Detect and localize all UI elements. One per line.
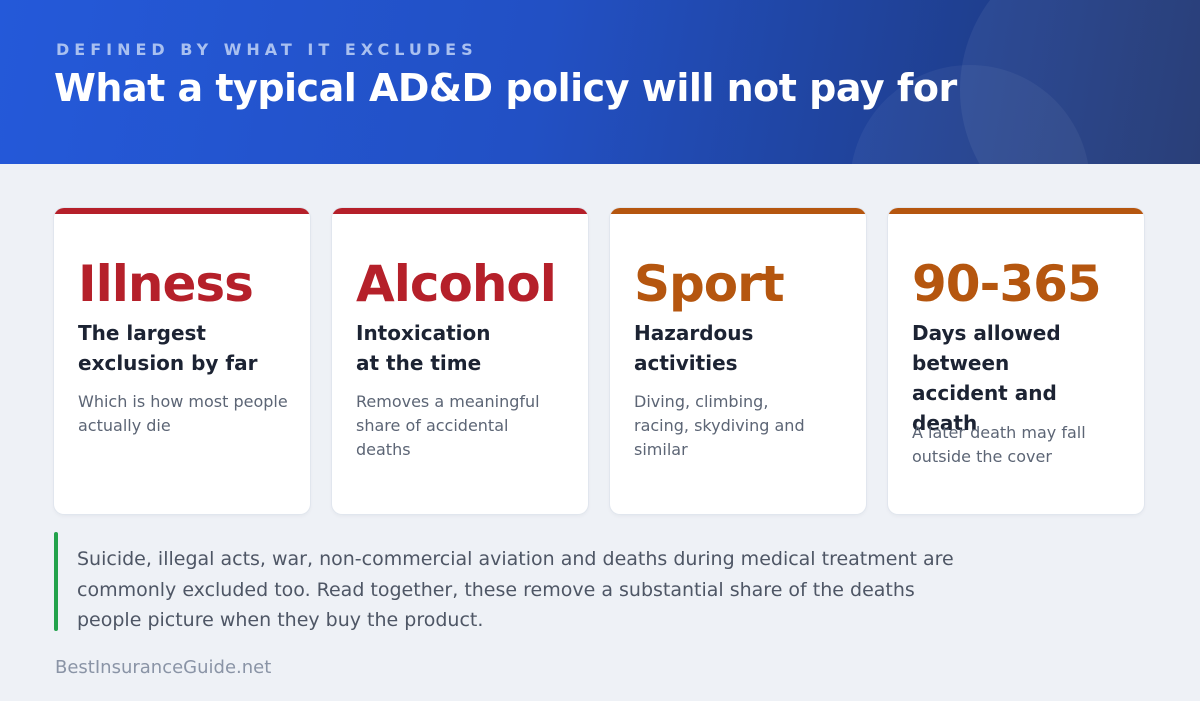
footer-brand: BestInsuranceGuide.net	[55, 657, 272, 678]
card-note: Removes a meaningful share of accidental…	[356, 392, 540, 459]
decorative-circle	[960, 0, 1200, 164]
callout-accent-line	[54, 532, 58, 631]
card-note: Which is how most people actually die	[78, 392, 288, 435]
callout-text: Suicide, illegal acts, war, non-commerci…	[77, 548, 954, 631]
card-headline: Illness	[78, 255, 254, 313]
card-note: A later death may fall outside the cover	[912, 423, 1086, 466]
header-kicker: DEFINED BY WHAT IT EXCLUDES	[56, 40, 478, 59]
card-accent-bar	[332, 208, 588, 214]
card-accent-bar	[610, 208, 866, 214]
exclusion-card-alcohol: Alcohol Intoxication at the time Removes…	[332, 208, 588, 514]
card-headline: 90-365	[912, 255, 1102, 313]
card-note: Diving, climbing, racing, skydiving and …	[634, 392, 805, 459]
header-banner: DEFINED BY WHAT IT EXCLUDES What a typic…	[0, 0, 1200, 164]
card-headline: Alcohol	[356, 255, 557, 313]
card-subtitle: Days allowed between accident and death	[912, 321, 1061, 435]
card-subtitle: Hazardous activities	[634, 321, 754, 375]
card-accent-bar	[54, 208, 310, 214]
exclusion-card-illness: Illness The largest exclusion by far Whi…	[54, 208, 310, 514]
card-subtitle: Intoxication at the time	[356, 321, 491, 375]
card-headline: Sport	[634, 255, 785, 313]
exclusion-card-days: 90-365 Days allowed between accident and…	[888, 208, 1144, 514]
card-accent-bar	[888, 208, 1144, 214]
page-title: What a typical AD&D policy will not pay …	[54, 66, 957, 110]
card-subtitle: The largest exclusion by far	[78, 321, 258, 375]
exclusion-card-sport: Sport Hazardous activities Diving, climb…	[610, 208, 866, 514]
